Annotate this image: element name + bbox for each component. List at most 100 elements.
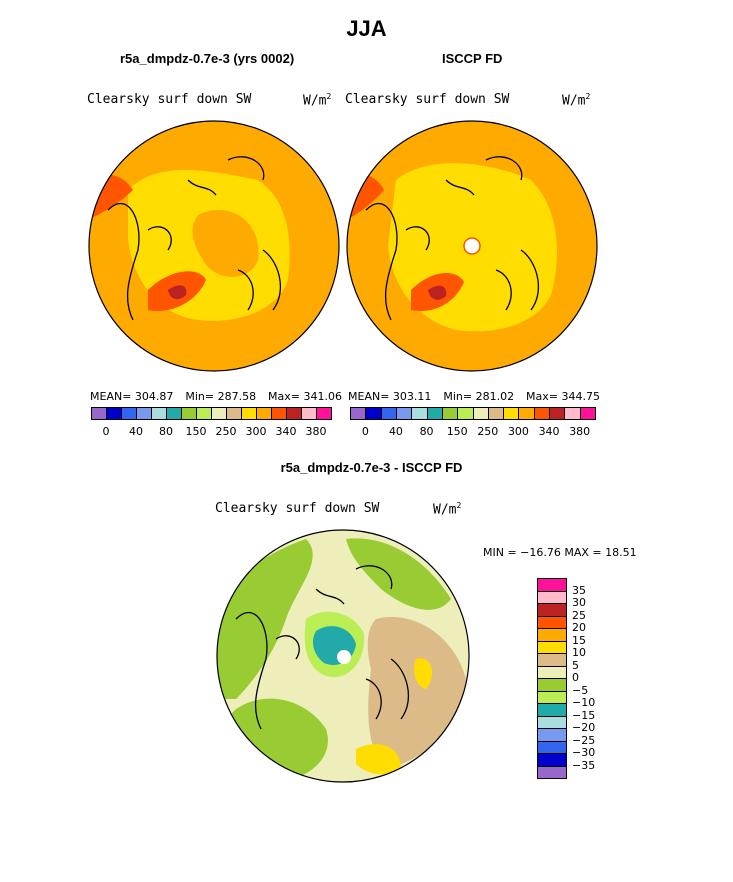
diff-panel-subtitle: r5a_dmpdz-0.7e-3 - ISCCP FD [280,460,463,475]
right-map-darkred-region [428,285,447,300]
right-panel-units: W/m2 [562,92,590,108]
diff-colorbar-tick-label: −20 [572,721,596,734]
diff-colorbar-tick-label: −35 [572,758,596,772]
right-colorbar-swatch [549,407,566,420]
diff-colorbar [537,578,567,779]
diff-panel-units: W/m2 [433,501,461,517]
right-units-exp: 2 [585,92,591,101]
left-map-center-orange [192,210,259,277]
diff-colorbar-swatch [537,740,567,754]
right-colorbar-tick-label: 250 [477,425,499,438]
diff-map-pole-hole [337,650,351,664]
right-stats: MEAN= 303.11 Min= 281.02 Max= 344.75 [348,390,600,403]
left-colorbar-tick-label: 300 [245,425,267,438]
left-colorbar-swatch [151,407,167,420]
diff-colorbar-swatch [537,753,567,767]
right-panel-subtitle: ISCCP FD [442,51,503,66]
right-colorbar-swatch [564,407,581,420]
diff-colorbar-swatch [537,590,567,604]
left-colorbar-swatch [211,407,227,420]
right-panel-field-label: Clearsky surf down SW [345,92,510,107]
left-colorbar-tick-label: 80 [159,425,173,438]
diff-colorbar-swatch [537,653,567,667]
left-panel-field-label: Clearsky surf down SW [87,92,252,107]
right-colorbar-tick-label: 380 [569,425,591,438]
left-colorbar-swatch [271,407,287,420]
diff-colorbar-tick-label: −15 [572,708,596,722]
diff-colorbar-tick-label: 10 [572,646,586,659]
diff-colorbar-swatch [537,715,567,729]
left-polar-map [88,120,340,372]
right-min: Min= 281.02 [443,390,515,403]
right-colorbar-labels: 0 40 80 150 250 300 340 380 [350,425,595,439]
right-colorbar-swatch [426,407,443,420]
right-max: Max= 344.75 [526,390,600,403]
left-colorbar-labels: 0 40 80 150 250 300 340 380 [91,425,331,439]
left-panel-units: W/m2 [303,92,331,108]
left-map-coastlines [107,156,282,321]
diff-colorbar-tick-label: 25 [572,608,586,622]
right-polar-map [346,120,598,372]
diff-colorbar-tick-label: 0 [572,671,579,684]
right-colorbar-swatch [411,407,428,420]
diff-colorbar-tick-label: −10 [572,696,596,709]
right-mean: MEAN= 303.11 [348,390,432,403]
right-colorbar-swatch [365,407,382,420]
diff-colorbar-tick-label: 15 [572,633,586,647]
right-colorbar-swatch [503,407,520,420]
diff-colorbar-swatch [537,628,567,642]
right-colorbar-swatch [441,407,459,420]
right-colorbar-tick-label: 80 [419,425,434,438]
figure-title: JJA [346,16,387,41]
left-colorbar-swatch [301,407,317,420]
right-map-coastlines [365,156,540,321]
diff-minmax: MIN = −16.76 MAX = 18.51 [483,546,637,559]
right-colorbar-swatch [472,407,489,420]
diff-colorbar-swatch [537,665,567,679]
left-colorbar-swatch [166,407,182,420]
diff-map-yellow-south [356,744,401,775]
diff-colorbar-tick-label: −30 [572,746,596,759]
diff-colorbar-labels: 35 30 25 20 15 10 5 0 −5 −10 −15 −20 −25 −30 −35 [572,578,612,778]
diff-colorbar-tick-label: 20 [572,621,586,634]
diff-colorbar-swatch [537,703,567,717]
diff-map-yellow-east [414,658,433,689]
diff-colorbar-swatch [537,690,567,704]
left-colorbar-tick-label: 150 [185,425,207,438]
left-mean: MEAN= 304.87 [90,390,174,403]
right-colorbar-tick-label: 0 [361,425,369,438]
right-colorbar-swatch [380,407,397,420]
diff-colorbar-tick-label: −25 [572,733,596,747]
diff-polar-map [216,529,470,783]
diff-panel-field-label: Clearsky surf down SW [215,501,380,516]
left-colorbar-swatch [241,407,257,420]
diff-colorbar-swatch [537,765,567,779]
diff-map-outline [216,529,470,783]
diff-colorbar-tick-label: 30 [572,596,586,609]
left-colorbar-swatch [256,407,272,420]
right-colorbar-tick-label: 300 [507,425,529,438]
left-colorbar-tick-label: 250 [215,425,237,438]
left-units-base: W/m [303,93,327,109]
right-colorbar-tick-label: 40 [388,425,403,438]
diff-colorbar-tick-label: −5 [572,683,589,697]
diff-colorbar-swatch [537,678,567,692]
diff-map-tan-east [367,617,466,769]
right-colorbar-swatch [487,407,505,420]
left-colorbar-swatch [196,407,212,420]
left-colorbar-tick-label: 340 [275,425,297,438]
diff-units-exp: 2 [456,501,462,510]
left-max: Max= 341.06 [268,390,342,403]
right-colorbar-tick-label: 340 [538,425,560,438]
left-colorbar-tick-label: 0 [102,425,110,438]
right-map-outline [346,120,598,372]
left-colorbar-tick-label: 380 [305,425,327,438]
diff-units-base: W/m [433,502,457,518]
left-colorbar-swatch [181,407,197,420]
right-colorbar [350,407,596,420]
diff-map-green-north [346,538,451,610]
left-colorbar-swatch [136,407,152,420]
right-map-pole-hole [463,237,481,255]
right-colorbar-swatch [579,407,596,420]
left-colorbar-swatch [286,407,302,420]
